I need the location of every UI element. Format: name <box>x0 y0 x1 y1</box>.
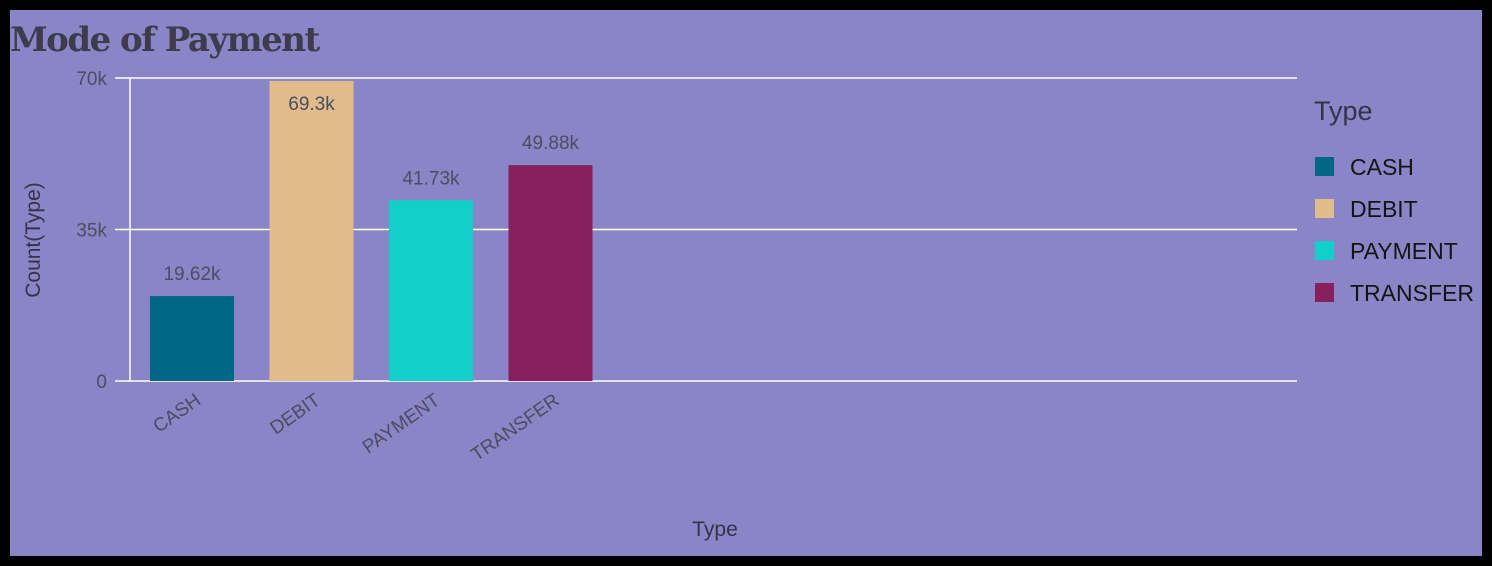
x-tick-label: PAYMENT <box>359 390 444 458</box>
data-label: 41.73k <box>402 168 460 189</box>
y-tick-label: 35k <box>76 221 107 242</box>
legend-swatch <box>1315 157 1334 176</box>
bar-cash <box>150 296 234 381</box>
legend-swatch <box>1315 241 1334 260</box>
x-tick-label: DEBIT <box>266 390 324 440</box>
bar-payment <box>389 200 473 381</box>
legend-title: Type <box>1314 96 1373 126</box>
bar-chart: Count(Type) Type Type 0 35k 70k 19.62k CASH 6… <box>22 69 1474 541</box>
legend-swatch <box>1315 283 1334 302</box>
bar-transfer <box>508 165 593 381</box>
x-axis-title: Type <box>692 518 738 541</box>
data-label: 19.62k <box>163 264 221 285</box>
x-tick-label: TRANSFER <box>467 390 563 466</box>
data-label: 49.88k <box>522 133 580 154</box>
legend-item-debit: DEBIT <box>1350 196 1418 222</box>
chart-title: Mode of Payment <box>10 20 320 60</box>
x-tick-label: CASH <box>150 390 205 437</box>
legend-item-payment: PAYMENT <box>1350 238 1458 264</box>
y-axis-title: Count(Type) <box>22 182 45 298</box>
y-tick-label: 0 <box>96 372 107 393</box>
y-tick-label: 70k <box>76 69 107 90</box>
legend-item-transfer: TRANSFER <box>1350 280 1474 306</box>
legend-item-cash: CASH <box>1350 154 1414 180</box>
data-label: 69.3k <box>288 94 335 115</box>
bar-debit <box>269 81 354 381</box>
chart-frame: Mode of Payment Count(Type) Type Type 0 3… <box>10 10 1482 556</box>
legend-swatch <box>1315 199 1334 218</box>
